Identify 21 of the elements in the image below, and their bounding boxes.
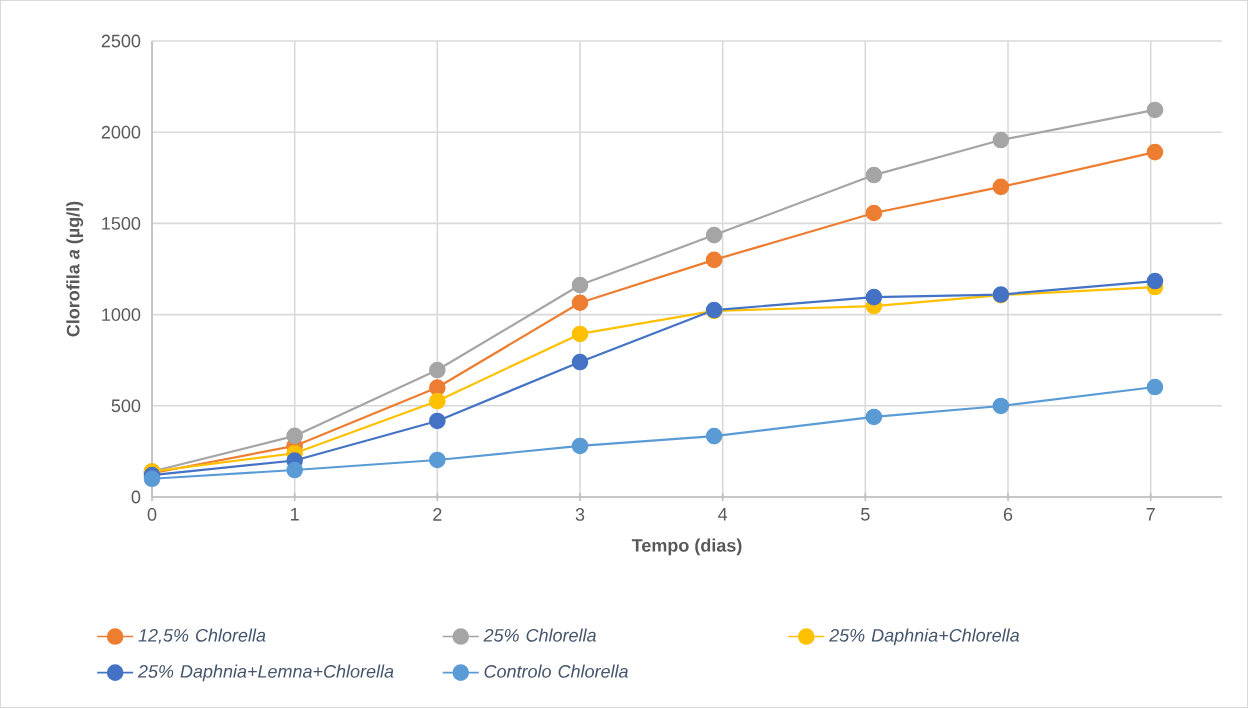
x-tick-label: 0 bbox=[147, 508, 157, 521]
legend-label: 25% Daphnia+Lemna+Chlorella bbox=[137, 664, 394, 682]
legend-label: 25% Chlorella bbox=[483, 628, 596, 642]
x-tick-label: 1 bbox=[291, 508, 299, 521]
legend-label: 12,5% Chlorella bbox=[138, 628, 266, 644]
x-tick-label: 5 bbox=[861, 508, 870, 521]
y-tick-label: 500 bbox=[111, 399, 141, 413]
y-tick-label: 1000 bbox=[102, 308, 141, 321]
legend-label: 25% Daphnia+Chlorella bbox=[829, 628, 1020, 646]
y-tick-label: 2000 bbox=[101, 125, 141, 139]
legend-label: Controlo Chlorella bbox=[484, 664, 628, 678]
y-axis-title: Clorofila a (µg/l) bbox=[66, 201, 84, 337]
x-axis-title: Tempo (dias) bbox=[631, 538, 742, 556]
x-tick-label: 7 bbox=[1146, 508, 1155, 521]
x-tick-label: 2 bbox=[433, 508, 442, 521]
y-tick-label: 0 bbox=[131, 490, 141, 504]
y-tick-label: 2500 bbox=[101, 34, 141, 48]
x-tick-label: 6 bbox=[1003, 508, 1013, 521]
y-tick-label: 1500 bbox=[102, 217, 141, 230]
x-tick-label: 4 bbox=[718, 508, 728, 521]
x-tick-label: 3 bbox=[575, 508, 585, 521]
